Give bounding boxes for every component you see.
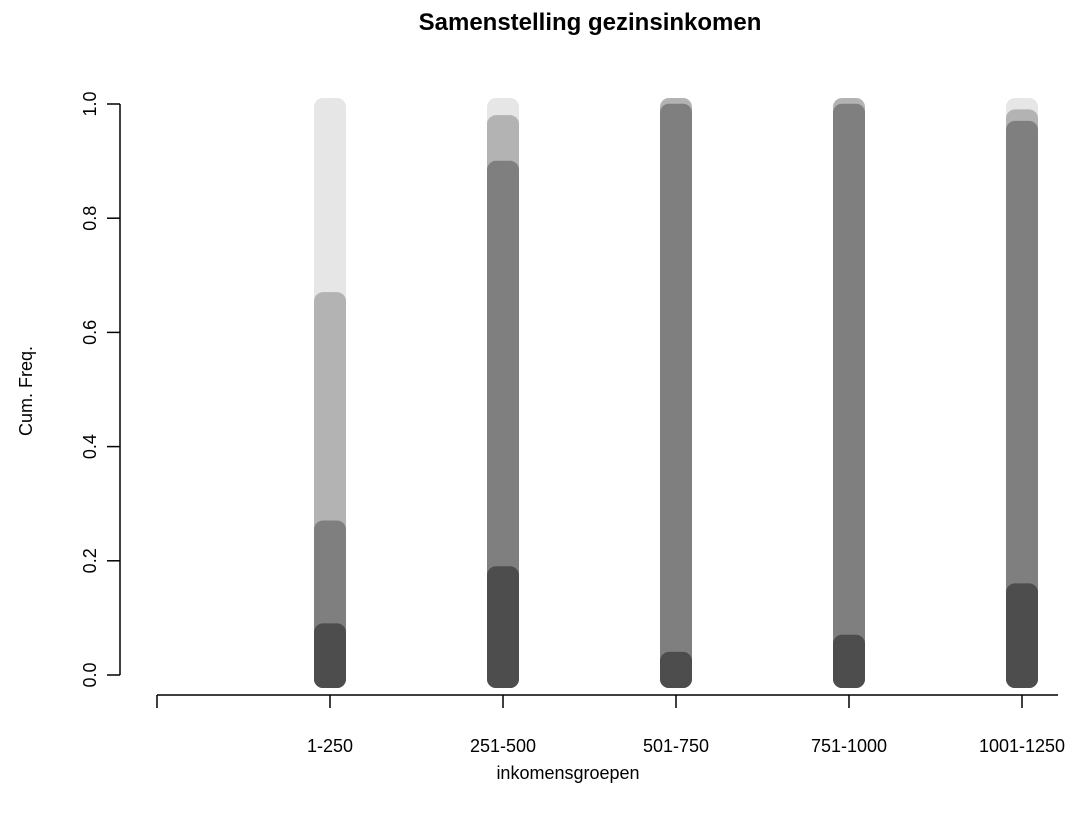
chart-title: Samenstelling gezinsinkomen: [419, 9, 762, 36]
x-tick-label: 501-750: [643, 736, 709, 756]
bar-251-500: [487, 98, 519, 688]
bar-501-750: [660, 98, 692, 688]
x-tick-label: 251-500: [470, 736, 536, 756]
x-axis: [156, 694, 1058, 708]
x-tick-label: 1001-1250: [979, 736, 1065, 756]
bar-segment: [833, 103, 865, 688]
x-ticks: 1-250 251-500 501-750 751-1000 1001-1250: [307, 695, 1065, 756]
bar-1001-1250: [1006, 98, 1038, 689]
bar-751-1000: [833, 98, 865, 688]
y-tick-label: 0.2: [80, 548, 100, 573]
x-tick-label: 751-1000: [811, 736, 887, 756]
bar-segment: [1006, 120, 1038, 689]
bar-segment: [660, 103, 692, 688]
x-axis-label: inkomensgroepen: [496, 763, 639, 783]
y-axis-label: Cum. Freq.: [16, 346, 36, 436]
bar-segment: [487, 160, 519, 688]
bar-segment: [833, 634, 865, 688]
bar-segment: [1006, 583, 1038, 688]
bar-segment: [660, 651, 692, 688]
y-tick-label: 0.8: [80, 206, 100, 231]
bar-segment: [487, 566, 519, 688]
bar-1-250: [314, 98, 346, 688]
bar-segment: [314, 623, 346, 688]
y-tick-label: 0.0: [80, 662, 100, 687]
y-tick-label: 1.0: [80, 91, 100, 116]
y-tick-label: 0.4: [80, 434, 100, 459]
x-tick-label: 1-250: [307, 736, 353, 756]
y-tick-label: 0.6: [80, 320, 100, 345]
y-ticks: 0.0 0.2 0.4 0.6 0.8 1.0: [80, 91, 120, 688]
bars: [314, 98, 1038, 689]
